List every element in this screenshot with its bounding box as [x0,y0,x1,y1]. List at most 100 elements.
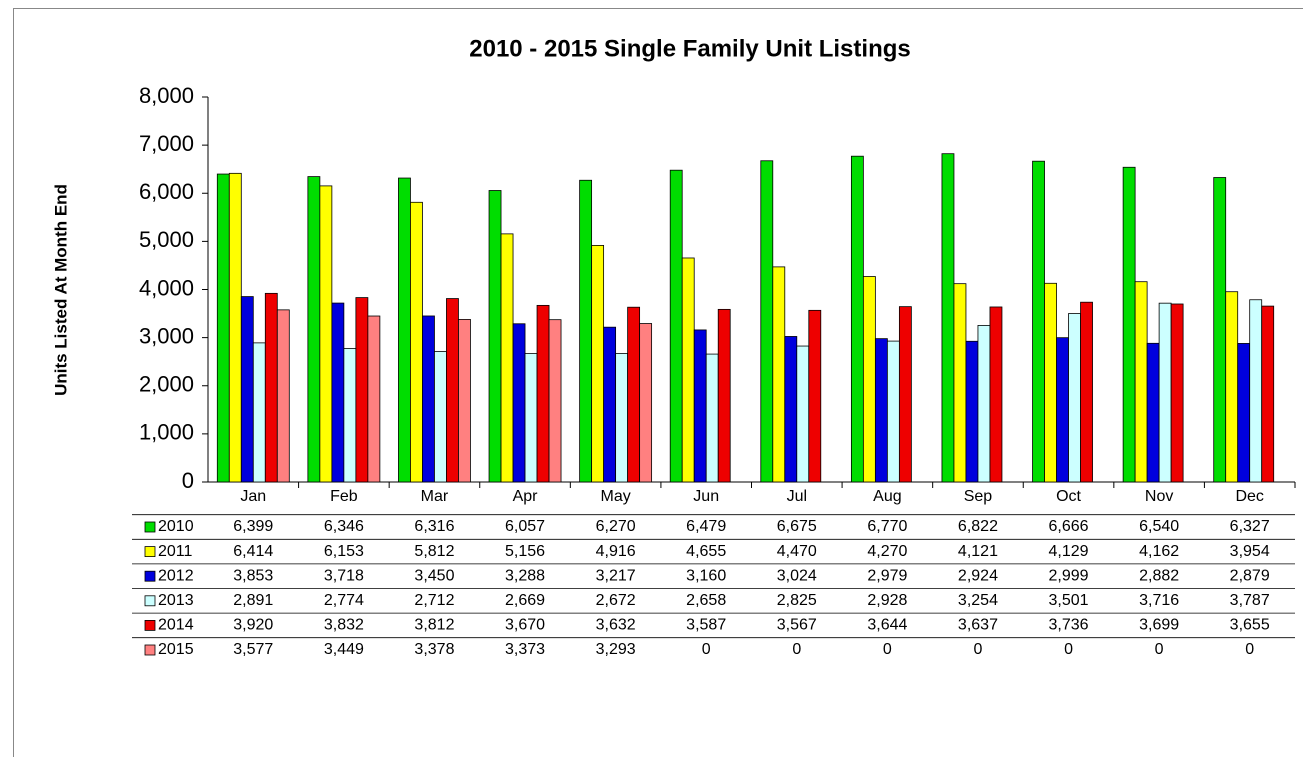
chart-frame [13,8,1303,757]
bar [796,345,810,483]
table-cell: 3,655 [1230,617,1270,634]
bar [953,283,967,483]
bar [1225,291,1239,483]
y-tick-label: 4,000 [139,275,194,300]
bar [977,325,991,483]
bar [276,309,290,483]
bar [488,190,502,483]
table-cell: 6,540 [1139,518,1179,535]
table-cell: 4,470 [777,543,817,560]
bar [717,308,731,483]
table-cell: 0 [974,641,983,658]
table-cell: 2,882 [1139,567,1179,584]
legend-label: 2015 [158,641,194,658]
table-cell: 3,587 [686,617,726,634]
table-cell: 3,373 [505,641,545,658]
table-cell: 4,121 [958,543,998,560]
x-tick-label: Jun [693,488,719,505]
table-cell: 3,718 [324,567,364,584]
y-tick-label: 3,000 [139,323,194,348]
bar [862,276,876,483]
table-cell: 3,450 [414,567,454,584]
table-cell: 6,822 [958,518,998,535]
table-cell: 5,812 [414,543,454,560]
table-cell: 3,853 [233,567,273,584]
table-cell: 2,891 [233,592,273,609]
table-cell: 0 [702,641,711,658]
table-cell: 3,160 [686,567,726,584]
x-tick-label: Oct [1056,488,1081,505]
table-cell: 3,644 [867,617,907,634]
table-cell: 6,479 [686,518,726,535]
table-cell: 3,288 [505,567,545,584]
table-cell: 6,770 [867,518,907,535]
x-tick-label: Aug [873,488,901,505]
legend-swatch [144,644,156,656]
table-cell: 6,399 [233,518,273,535]
table-cell: 2,825 [777,592,817,609]
table-cell: 3,832 [324,617,364,634]
bar [1122,166,1136,483]
table-cell: 0 [1064,641,1073,658]
bar [398,177,411,483]
y-axis-label: Units Listed At Month End [51,184,70,396]
table-cell: 6,675 [777,518,817,535]
bar [1080,301,1093,483]
bar [850,155,864,483]
bar [1146,342,1160,483]
legend-label: 2010 [158,518,194,535]
bar [1032,160,1045,483]
bar [264,292,278,483]
bar [548,319,562,483]
legend-swatch [144,521,156,533]
legend-swatch [144,595,156,607]
bar [681,257,695,483]
legend-swatch [144,620,156,631]
table-cell: 3,567 [777,617,817,634]
x-tick-label: Jul [787,488,807,505]
bar [331,302,345,483]
bar [1213,177,1227,483]
bar [886,340,900,483]
bar [639,323,653,483]
table-cell: 4,270 [867,543,907,560]
table-cell: 3,217 [596,567,636,584]
table-cell: 0 [1245,641,1254,658]
y-tick-label: 2,000 [139,372,194,397]
table-cell: 2,669 [505,592,545,609]
chart-title: 2010 - 2015 Single Family Unit Listings [469,35,910,62]
bar [410,201,423,483]
bar [989,306,1003,483]
x-tick-label: Apr [513,488,539,505]
table-cell: 2,712 [414,592,454,609]
bar [252,342,266,483]
bar [319,185,333,483]
table-cell: 3,501 [1049,592,1089,609]
bar [500,233,514,483]
table-cell: 6,414 [233,543,273,560]
table-cell: 3,787 [1230,592,1270,609]
bar [627,306,641,483]
table-cell: 2,979 [867,567,907,584]
bar [874,338,888,483]
bar [898,306,912,483]
bar [343,348,357,483]
bar [1044,282,1057,483]
table-cell: 4,916 [596,543,636,560]
bar [1056,337,1069,483]
bar [240,296,254,483]
table-cell: 3,632 [596,617,636,634]
table-cell: 3,293 [596,641,636,658]
y-tick-label: 1,000 [139,420,194,445]
x-tick-label: Feb [330,488,358,505]
x-tick-label: Jan [240,488,266,505]
legend-label: 2014 [158,617,194,634]
bar [1134,281,1148,483]
table-cell: 3,024 [777,567,817,584]
table-cell: 2,999 [1049,567,1089,584]
bar [422,315,435,483]
table-cell: 3,254 [958,592,998,609]
bar [615,353,629,483]
x-tick-label: Mar [421,488,449,505]
